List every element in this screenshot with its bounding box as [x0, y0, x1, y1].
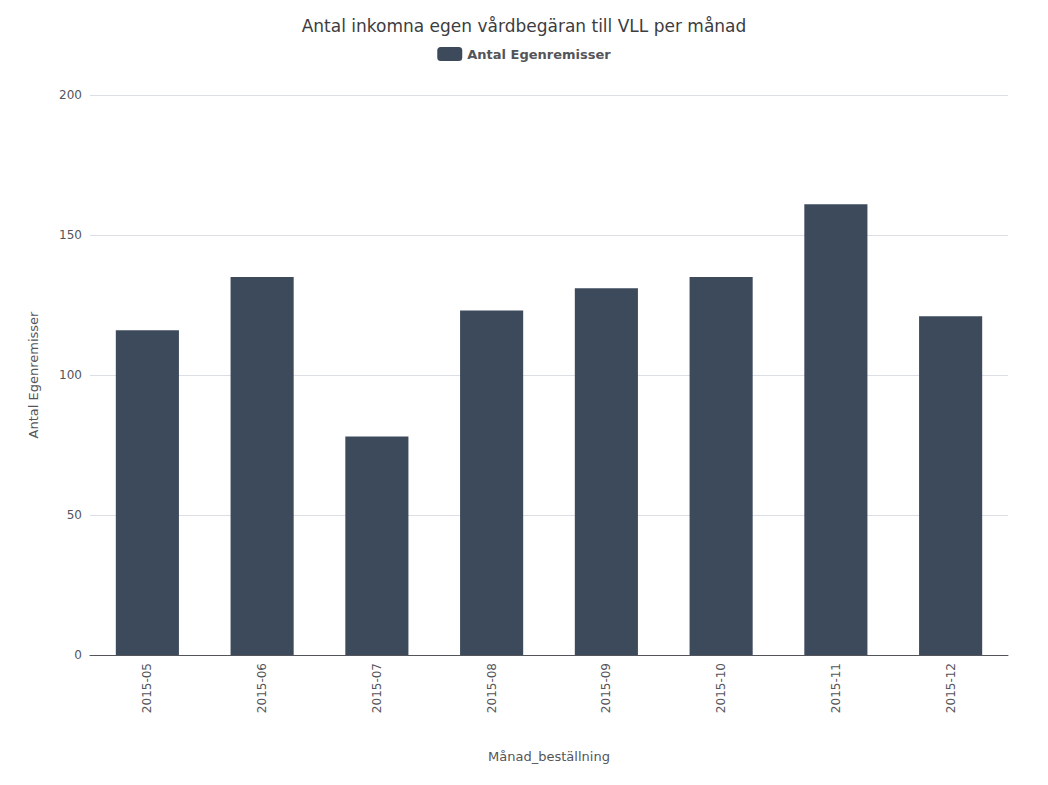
- svg-text:200: 200: [59, 88, 82, 102]
- svg-text:2015-12: 2015-12: [944, 663, 958, 713]
- svg-text:0: 0: [74, 648, 82, 662]
- svg-text:2015-10: 2015-10: [714, 663, 728, 713]
- svg-text:2015-07: 2015-07: [370, 663, 384, 713]
- svg-text:Antal Egenremisser: Antal Egenremisser: [467, 47, 611, 62]
- svg-text:50: 50: [67, 508, 82, 522]
- svg-text:2015-09: 2015-09: [599, 663, 613, 713]
- svg-text:150: 150: [59, 228, 82, 242]
- svg-text:2015-05: 2015-05: [140, 663, 154, 713]
- svg-text:Antal Egenremisser: Antal Egenremisser: [26, 311, 41, 439]
- svg-text:Antal inkomna egen vårdbegäran: Antal inkomna egen vårdbegäran till VLL …: [302, 16, 747, 36]
- svg-text:2015-08: 2015-08: [485, 663, 499, 713]
- svg-text:100: 100: [59, 368, 82, 382]
- svg-text:2015-11: 2015-11: [829, 663, 843, 713]
- svg-text:Månad_beställning: Månad_beställning: [488, 749, 610, 764]
- svg-text:2015-06: 2015-06: [255, 663, 269, 713]
